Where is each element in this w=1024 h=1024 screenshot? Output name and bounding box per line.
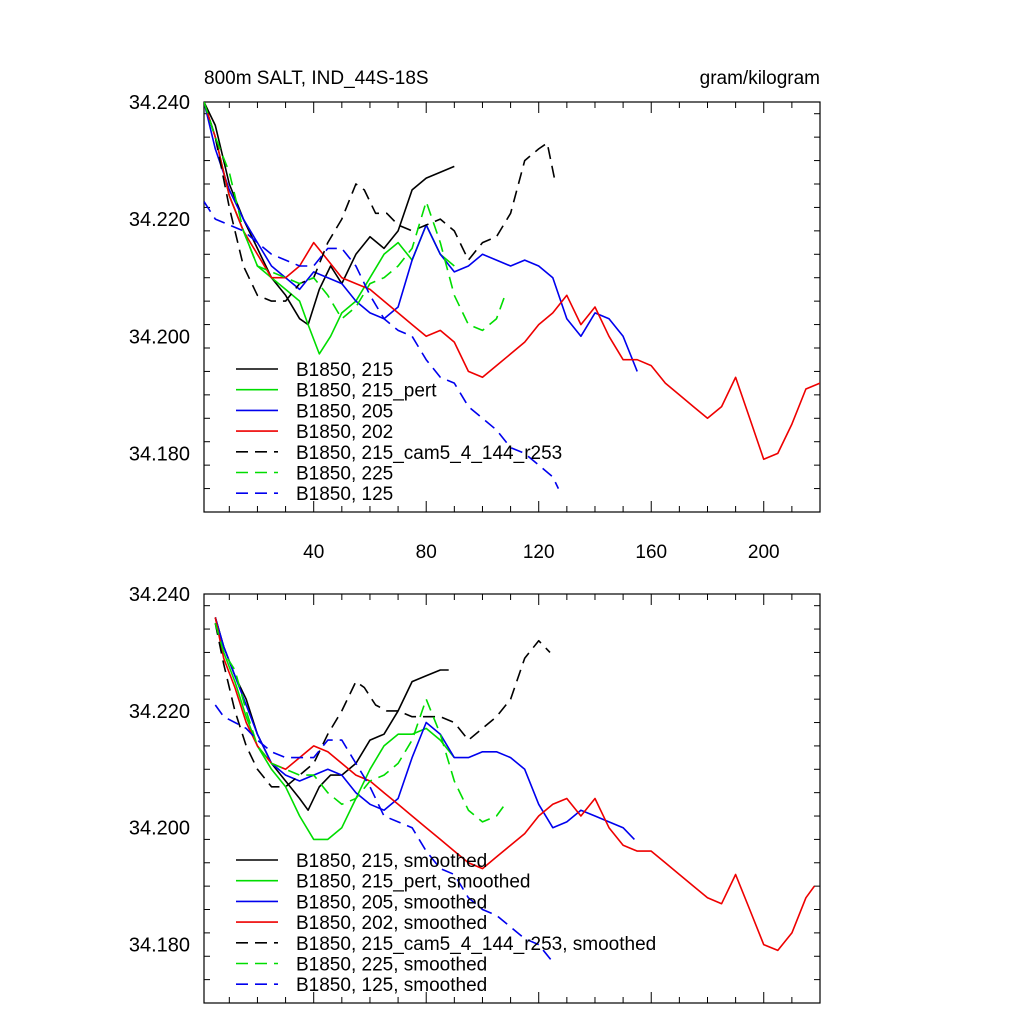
series-line-5 <box>214 623 551 788</box>
x-tick-label: 160 <box>635 542 667 563</box>
legend-label: B1850, 215_cam5_4_144_r253 <box>296 443 562 464</box>
legend-label: B1850, 202, smoothed <box>296 913 487 934</box>
legend-label: B1850, 215_cam5_4_144_r253, smoothed <box>296 934 656 955</box>
series-group <box>214 617 816 963</box>
x-tick-label: 80 <box>416 542 437 563</box>
series-line-4 <box>214 617 816 952</box>
series-line-7 <box>214 704 554 963</box>
legend-label: B1850, 205, smoothed <box>296 892 487 913</box>
legend-label: B1850, 215_pert, smoothed <box>296 872 531 893</box>
y-tick-label: 34.240 <box>129 92 190 114</box>
series-line-3 <box>214 617 635 840</box>
x-tick-label: 120 <box>523 542 555 563</box>
series-line-7 <box>204 201 560 489</box>
y-tick-label: 34.240 <box>129 584 190 606</box>
legend-label: B1850, 205 <box>296 401 393 422</box>
legend-label: B1850, 202 <box>296 422 393 443</box>
x-tick-label: 200 <box>748 542 780 563</box>
series-line-1 <box>204 102 455 326</box>
legend-label: B1850, 125 <box>296 484 393 505</box>
series-line-3 <box>204 102 638 372</box>
series-group <box>204 102 820 489</box>
x-tick-label: 40 <box>303 542 324 563</box>
legend-label: B1850, 215, smoothed <box>296 851 487 872</box>
chart-title-right: gram/kilogram <box>700 68 820 89</box>
plot-frame <box>203 593 821 1004</box>
legend-label: B1850, 225 <box>296 464 393 485</box>
y-tick-label: 34.220 <box>129 701 190 723</box>
series-line-4 <box>204 102 820 461</box>
y-tick-label: 34.180 <box>129 935 190 957</box>
legend-label: B1850, 215 <box>296 360 393 381</box>
plot-frame <box>203 101 821 513</box>
legend-label: B1850, 125, smoothed <box>296 975 487 996</box>
series-line-1 <box>214 617 449 812</box>
series-line-2 <box>214 617 455 841</box>
legend-label: B1850, 215_pert <box>296 381 437 402</box>
y-tick-label: 34.200 <box>129 818 190 840</box>
series-line-6 <box>204 102 506 332</box>
legend-label: B1850, 225, smoothed <box>296 955 487 976</box>
chart-panel-2: 34.180 34.200 34.220 34.240 B1850, 215, smoo… <box>129 584 821 1004</box>
y-tick-label: 34.220 <box>129 209 190 231</box>
series-line-5 <box>204 102 557 302</box>
series-line-6 <box>214 622 506 823</box>
chart-title-left: 800m SALT, IND_44S-18S <box>204 68 429 89</box>
y-tick-label: 34.200 <box>129 326 190 348</box>
chart-panel-1: 34.180 34.200 34.220 34.240 40 80 120 160 200 B18… <box>129 92 821 563</box>
y-tick-label: 34.180 <box>129 443 190 465</box>
